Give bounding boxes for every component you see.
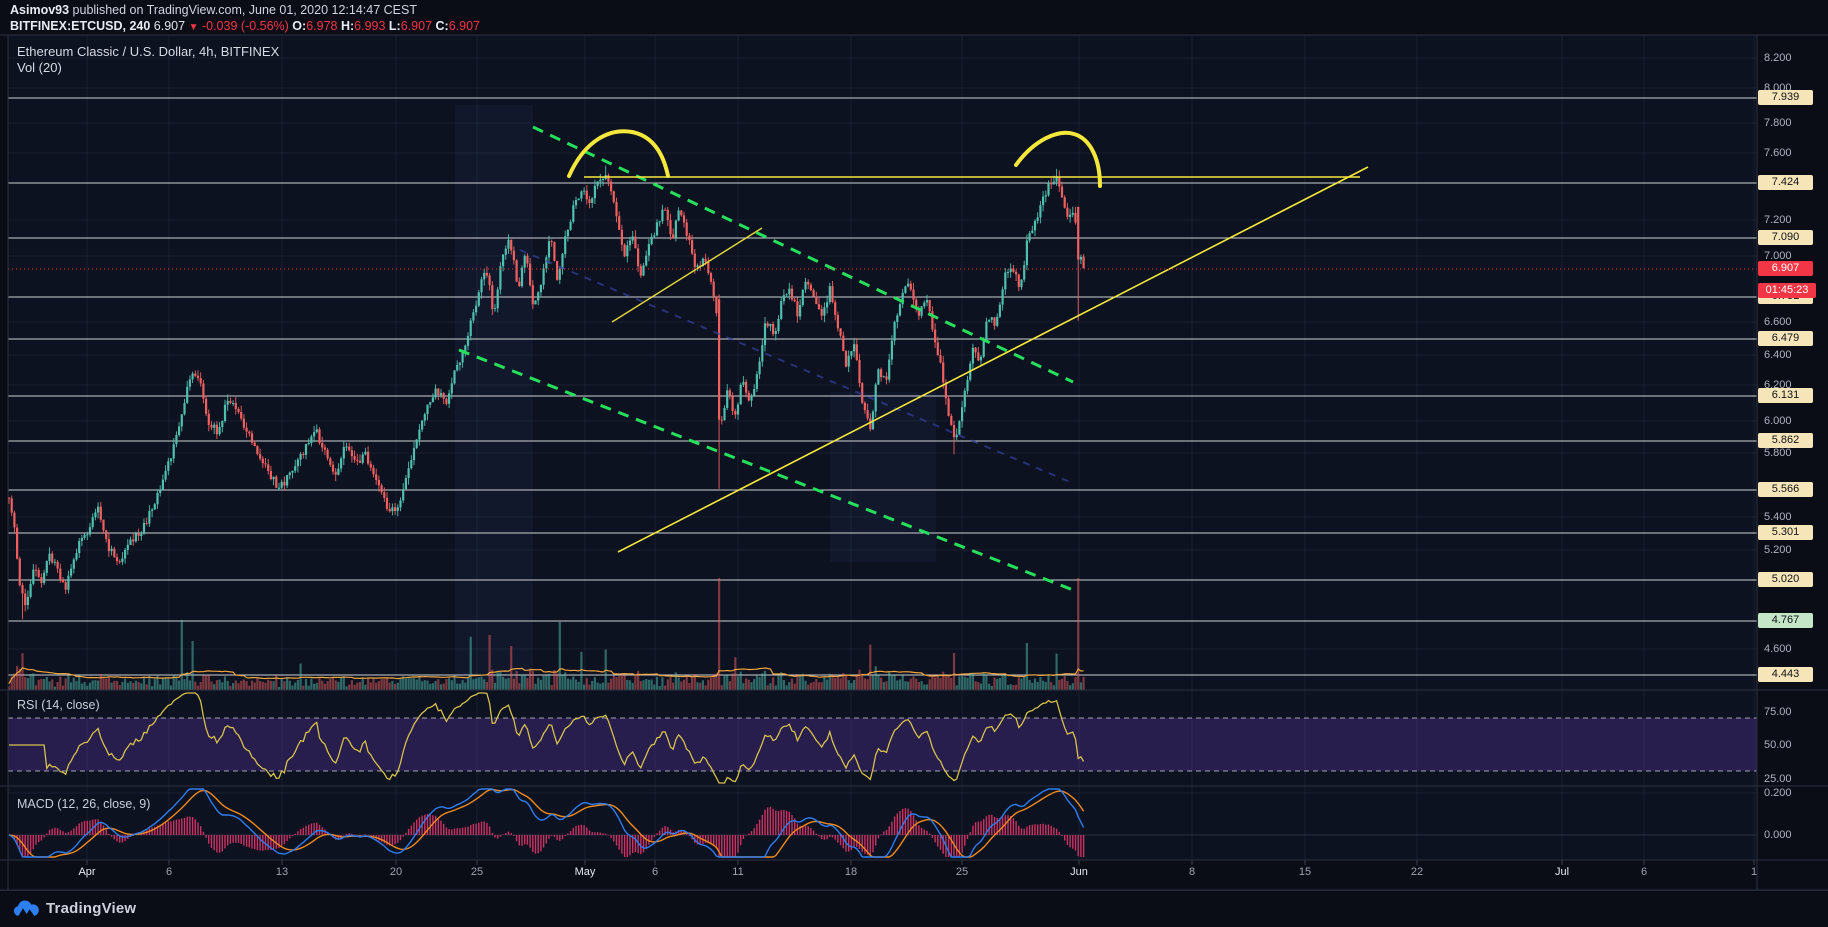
publish-line: Asimov93 published on TradingView.com, J… <box>10 2 480 18</box>
price-level-label: 6.479 <box>1758 331 1813 346</box>
time-axis-label-22: 22 <box>1410 866 1424 878</box>
time-axis-label-25: 25 <box>955 866 969 878</box>
last-price-value: 6.907 <box>153 19 186 33</box>
price-axis-tick: 5.200 <box>1764 544 1792 556</box>
time-axis-label-15: 15 <box>1298 866 1312 878</box>
macd-axis-tick: 0.200 <box>1764 787 1792 799</box>
time-axis-label-6: 6 <box>1640 866 1648 878</box>
rsi-axis-tick: 25.00 <box>1764 773 1792 785</box>
price-level-label: 5.566 <box>1758 482 1813 497</box>
price-axis-tick: 7.200 <box>1764 214 1792 226</box>
price-level-label: 5.862 <box>1758 433 1813 448</box>
price-change: -0.039 (-0.56%) <box>201 19 289 33</box>
chart-title[interactable]: Ethereum Classic / U.S. Dollar, 4h, BITF… <box>17 44 280 59</box>
time-axis-label-6: 6 <box>165 866 173 878</box>
close-label: C: <box>435 19 449 33</box>
publish-info: published on TradingView.com, June 01, 2… <box>69 3 417 17</box>
arc-top-2[interactable] <box>1014 130 1102 188</box>
volume-ma-line <box>8 667 1084 684</box>
low-label: L: <box>388 19 401 33</box>
bottom-toolbar: TradingView <box>0 890 1828 927</box>
price-axis-tick: 6.400 <box>1764 349 1792 361</box>
open-label: O: <box>292 19 307 33</box>
price-level-label: 4.443 <box>1758 667 1813 682</box>
price-axis-tick: 7.800 <box>1764 117 1792 129</box>
publish-header: Asimov93 published on TradingView.com, J… <box>10 2 480 36</box>
time-axis-label-6: 6 <box>651 866 659 878</box>
ascending-trendline[interactable] <box>617 166 1369 553</box>
high-label: H: <box>340 19 355 33</box>
highlight-box-2[interactable] <box>830 392 936 562</box>
price-axis-tick: 8.200 <box>1764 52 1792 64</box>
macd-indicator-label[interactable]: MACD (12, 26, close, 9) <box>17 797 151 811</box>
macd-axis-tick: 0.000 <box>1764 829 1792 841</box>
price-axis-tick: 5.800 <box>1764 447 1792 459</box>
rsi-axis-tick: 50.00 <box>1764 739 1792 751</box>
price-level-label: 6.131 <box>1758 388 1813 403</box>
time-axis-label-20: 20 <box>389 866 403 878</box>
symbol-line: BITFINEX:ETCUSD, 240 6.907 ▼ -0.039 (-0.… <box>10 18 480 36</box>
macd-line <box>8 788 1085 858</box>
price-level-label: 5.301 <box>1758 525 1813 540</box>
rsi-axis-tick: 75.00 <box>1764 706 1792 718</box>
price-axis-tick: 6.000 <box>1764 415 1792 427</box>
time-axis-label-Jul: Jul <box>1554 866 1570 878</box>
price-level-label: 7.424 <box>1758 175 1813 190</box>
symbol-title: BITFINEX:ETCUSD, 240 <box>10 19 151 33</box>
price-axis-tick: 7.000 <box>1764 250 1792 262</box>
price-level-label: 7.090 <box>1758 230 1813 245</box>
minor-trendline[interactable] <box>611 227 763 323</box>
time-axis-label-May: May <box>574 866 596 878</box>
price-axis-tick: 6.600 <box>1764 316 1792 328</box>
faint-blue-dashed[interactable] <box>519 249 1071 483</box>
time-axis-label-18: 18 <box>844 866 858 878</box>
bar-countdown-label: 01:45:23 <box>1758 283 1816 298</box>
time-axis-label-Apr: Apr <box>78 866 96 878</box>
time-axis-label-Jun: Jun <box>1070 866 1088 878</box>
low-value: 6.907 <box>400 19 433 33</box>
price-level-label: 4.767 <box>1758 613 1813 628</box>
rsi-line <box>9 692 1085 784</box>
price-level-label: 7.939 <box>1758 90 1813 105</box>
price-axis-tick: 7.600 <box>1764 147 1792 159</box>
time-axis-label-25: 25 <box>470 866 484 878</box>
tradingview-logo-icon[interactable] <box>13 898 40 920</box>
time-axis-label-1: 1 <box>1750 866 1758 878</box>
price-axis-tick: 4.600 <box>1764 643 1792 655</box>
close-value: 6.907 <box>448 19 480 33</box>
time-axis-label-8: 8 <box>1188 866 1196 878</box>
price-axis-tick: 5.400 <box>1764 511 1792 523</box>
high-value: 6.993 <box>354 19 386 33</box>
time-axis-label-13: 13 <box>275 866 289 878</box>
time-axis-label-11: 11 <box>732 866 744 878</box>
rsi-indicator-label[interactable]: RSI (14, close) <box>17 698 100 712</box>
arc-top-1[interactable] <box>567 129 670 178</box>
descending-dashed-lower[interactable] <box>458 348 1074 592</box>
current-price-label: 6.907 <box>1758 261 1813 276</box>
descending-dashed-upper[interactable] <box>532 125 1074 384</box>
price-level-label: 5.020 <box>1758 572 1813 587</box>
macd-signal-line <box>8 788 1085 858</box>
volume-indicator-label[interactable]: Vol (20) <box>17 60 62 75</box>
main-chart-legend[interactable]: Ethereum Classic / U.S. Dollar, 4h, BITF… <box>17 44 279 76</box>
tradingview-brand-text[interactable]: TradingView <box>46 900 137 917</box>
down-arrow-icon: ▼ <box>188 22 199 33</box>
author-name: Asimov93 <box>10 3 70 17</box>
open-value: 6.978 <box>306 19 338 33</box>
